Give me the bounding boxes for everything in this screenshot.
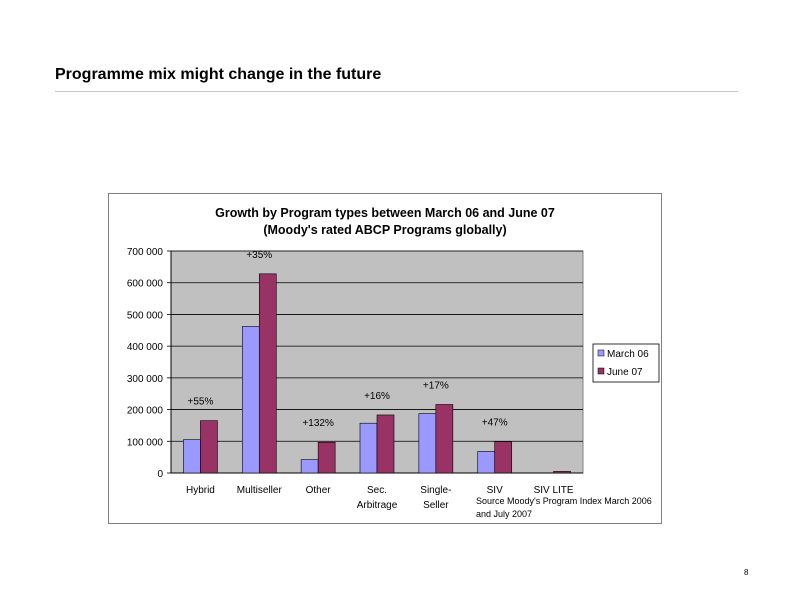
growth-annotation: +17% — [423, 380, 449, 391]
y-tick-label: 100 000 — [127, 437, 164, 448]
title-divider — [55, 91, 738, 92]
bar-march-06 — [241, 326, 260, 474]
bar-june-07 — [435, 404, 454, 474]
chart-subtitle: (Moody's rated ABCP Programs globally) — [263, 223, 507, 237]
legend-box — [592, 343, 660, 383]
legend-swatch-march-06 — [597, 349, 605, 357]
y-tick-label: 0 — [157, 469, 163, 480]
growth-annotation: +16% — [364, 391, 390, 402]
legend-swatch-june-07 — [597, 367, 605, 375]
x-tick-label: Single- — [420, 485, 451, 496]
y-tick-label: 700 000 — [127, 247, 164, 258]
bar-march-06 — [477, 451, 496, 474]
bar-march-06 — [183, 439, 201, 474]
chart-title: Growth by Program types between March 06… — [215, 206, 555, 220]
chart-container: 0 100 000 200 000 300 000 400 000 500 000 600 … — [108, 193, 662, 524]
growth-annotation: +132% — [302, 418, 334, 429]
bar-june-07 — [258, 273, 277, 474]
growth-annotation: +35% — [246, 250, 272, 261]
y-tick-label: 500 000 — [127, 310, 164, 321]
x-tick-label: SIV LITE — [534, 485, 574, 496]
bar-june-07 — [200, 420, 218, 474]
x-tick-label: Arbitrage — [357, 500, 398, 511]
x-tick-label: Seller — [423, 500, 449, 511]
x-tick-label: Other — [306, 485, 332, 496]
bar-june-07 — [317, 441, 336, 474]
bar-march-06 — [359, 422, 378, 474]
slide-title: Programme mix might change in the future — [55, 66, 382, 83]
bar-june-07 — [494, 441, 513, 474]
y-tick-label: 600 000 — [127, 279, 164, 290]
x-tick-label: Multiseller — [237, 485, 283, 496]
growth-annotation: +47% — [482, 418, 508, 429]
bar-march-06 — [300, 459, 319, 474]
legend-label: March 06 — [607, 349, 649, 360]
growth-annotation: +55% — [187, 397, 213, 408]
page-number: 8 — [744, 568, 749, 577]
source-note: Source Moody's Program Index March 2006 … — [476, 496, 652, 519]
x-tick-label: Hybrid — [186, 485, 215, 496]
bar-june-07 — [553, 471, 571, 474]
y-tick-label: 400 000 — [127, 342, 164, 353]
bar-june-07 — [376, 414, 395, 474]
legend-label: June 07 — [607, 367, 643, 378]
y-tick-label: 200 000 — [127, 406, 164, 417]
y-tick-label: 300 000 — [127, 374, 164, 385]
x-tick-label: Sec. — [367, 485, 387, 496]
x-tick-label: SIV — [487, 485, 503, 496]
bar-chart: 0 100 000 200 000 300 000 400 000 500 000 600 … — [127, 247, 660, 511]
bar-march-06 — [418, 413, 437, 474]
